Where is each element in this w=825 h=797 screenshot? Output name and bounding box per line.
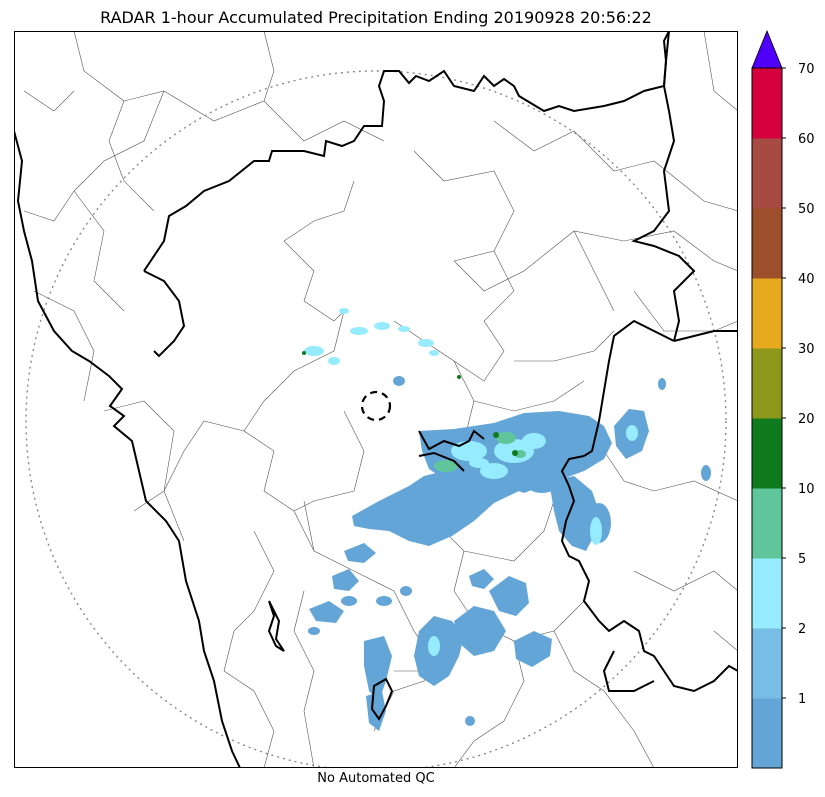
precip-10-20 (302, 351, 518, 456)
colorbar-segment (752, 68, 782, 139)
radar-map (14, 31, 738, 768)
colorbar-tick-label: 20 (798, 412, 815, 427)
colorbar-segments (752, 68, 782, 769)
colorbar-tick-label: 70 (798, 62, 815, 77)
radar-site-marker (360, 390, 392, 422)
colorbar-ticks: 1 2 5 10 20 30 40 50 60 70 (782, 62, 815, 707)
colorbar-tick-label: 30 (798, 342, 815, 357)
colorbar-tick-label: 50 (798, 202, 815, 217)
radar-range-ring (25, 70, 727, 768)
colorbar: 1 2 5 10 20 30 40 50 60 70 (751, 29, 815, 769)
colorbar-segment (752, 418, 782, 489)
colorbar-segment (752, 138, 782, 209)
colorbar-tick-label: 60 (798, 132, 815, 147)
colorbar-segment (752, 208, 782, 279)
state-boundaries (14, 31, 738, 768)
colorbar-segment (752, 488, 782, 559)
colorbar-tick-label: 1 (798, 692, 806, 707)
colorbar-segment (752, 628, 782, 699)
qc-note: No Automated QC (317, 771, 435, 786)
colorbar-tick-label: 5 (798, 552, 806, 567)
colorbar-segment (752, 278, 782, 349)
district-boundaries (23, 31, 738, 768)
colorbar-tick-label: 2 (798, 622, 806, 637)
map-title: RADAR 1-hour Accumulated Precipitation E… (100, 8, 652, 27)
colorbar-tick-label: 10 (798, 482, 815, 497)
colorbar-segment (752, 348, 782, 419)
colorbar-extend-arrow (751, 29, 783, 69)
colorbar-segment (752, 558, 782, 629)
colorbar-tick-label: 40 (798, 272, 815, 287)
colorbar-segment (752, 698, 782, 769)
precip-2-5 (304, 308, 638, 656)
